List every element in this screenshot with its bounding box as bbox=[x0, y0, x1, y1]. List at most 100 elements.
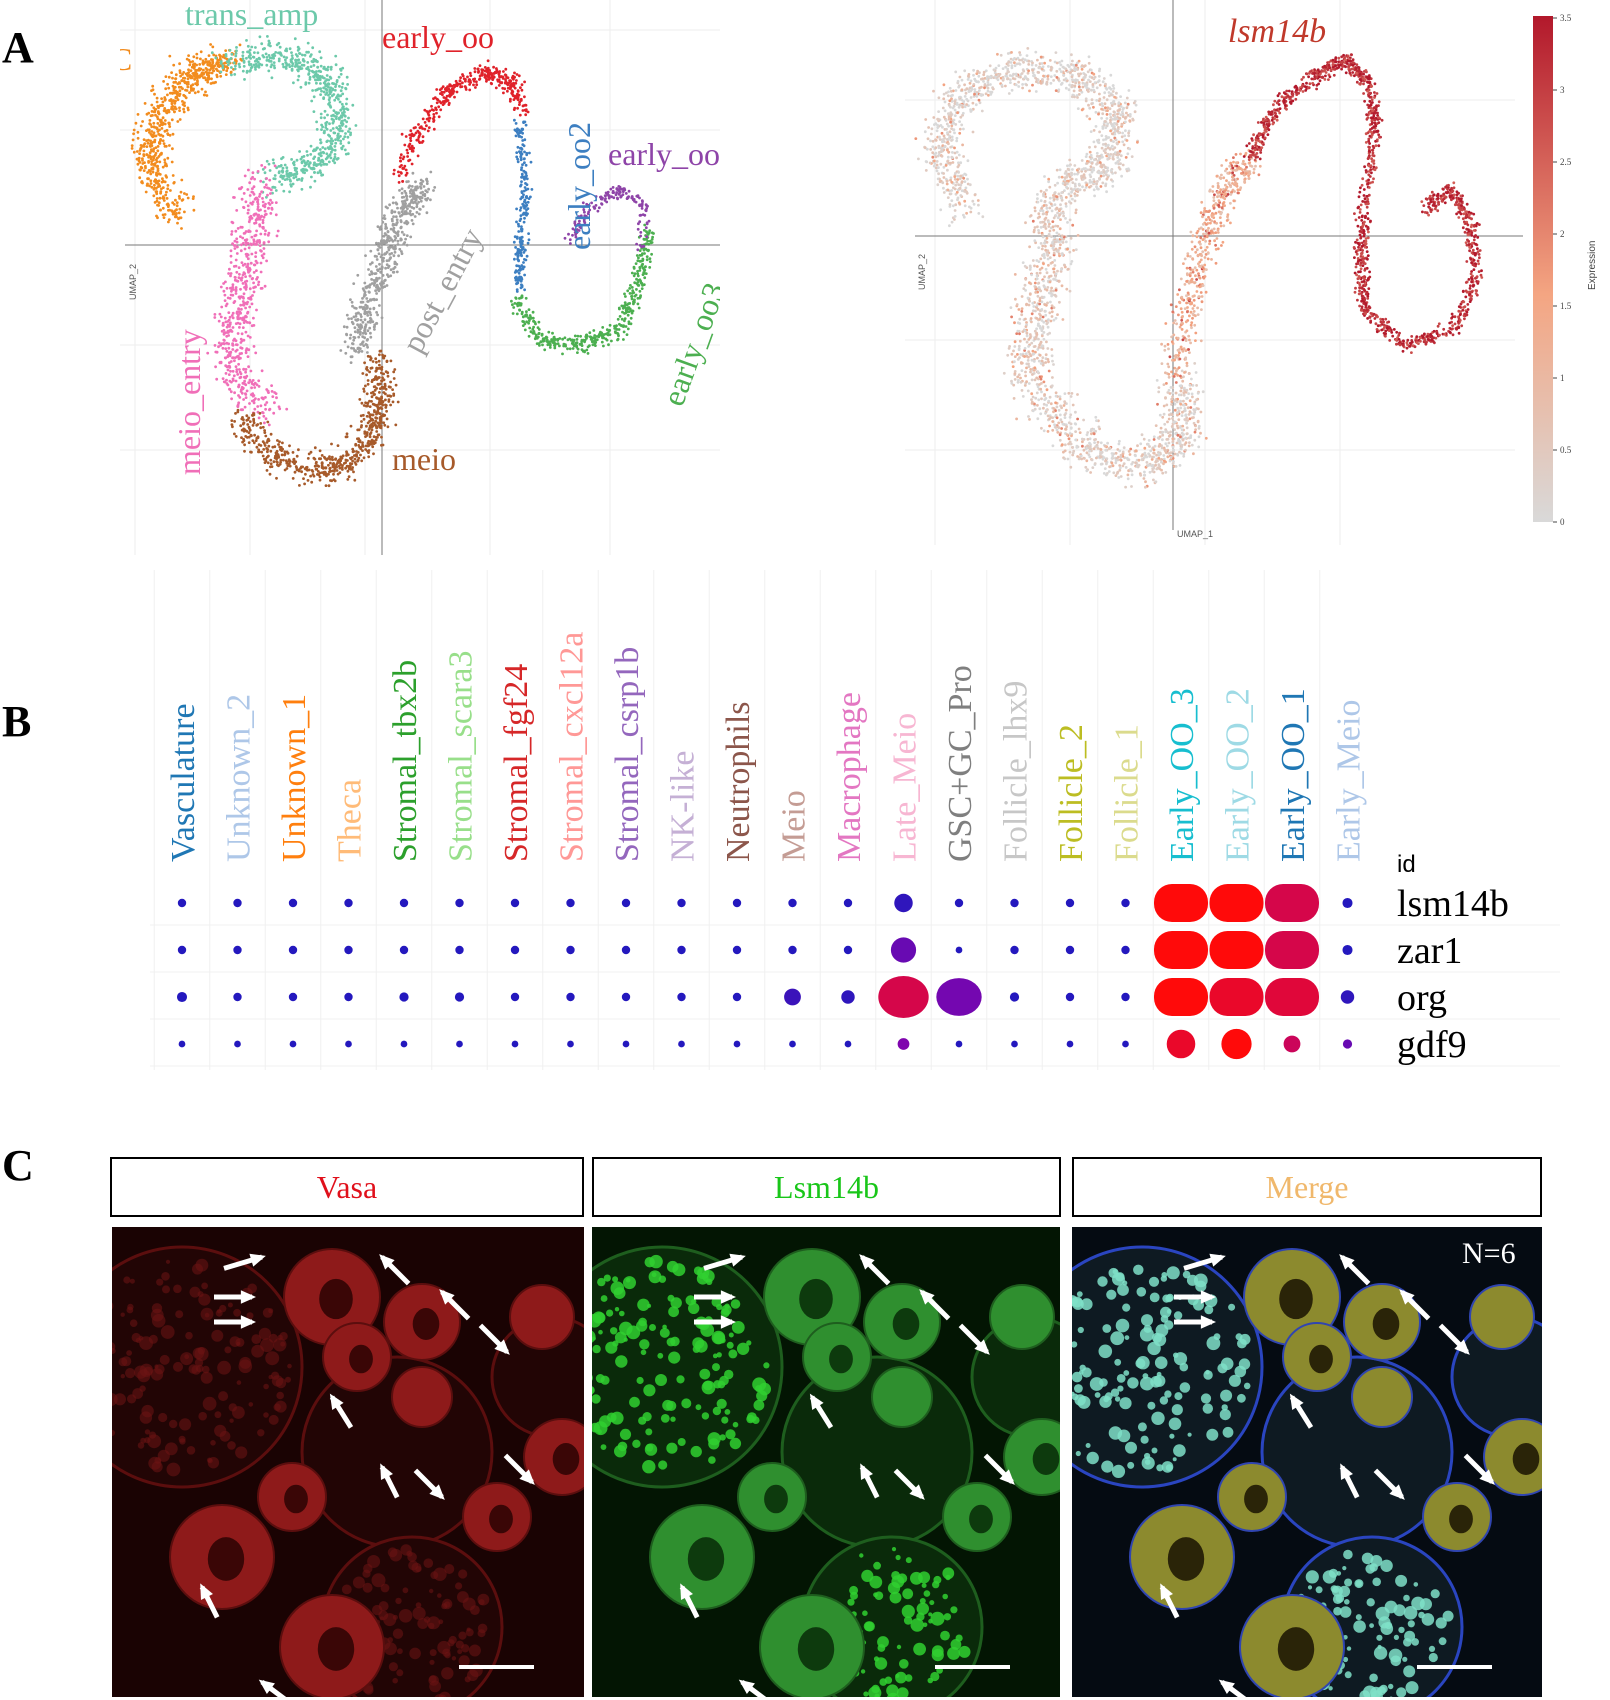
dotplot-dot bbox=[1122, 1040, 1129, 1048]
dotplot-dot bbox=[456, 1040, 463, 1048]
oocyte-nucleus bbox=[1449, 1504, 1473, 1534]
dotplot-dot bbox=[288, 898, 298, 908]
colorbar-tick-label: 0.5 bbox=[1560, 445, 1572, 455]
expression-region-oo bbox=[1242, 53, 1484, 354]
dotplot-column-label: Stromal_tbx2b bbox=[387, 660, 424, 862]
dotplot-dot bbox=[567, 1040, 574, 1048]
arrow-annotations bbox=[1159, 1253, 1495, 1697]
cluster-early-oo4 bbox=[563, 185, 651, 252]
dotplot-dot bbox=[400, 1040, 408, 1048]
dotplot-column-label: Stromal_fgf24 bbox=[498, 664, 535, 862]
dotplot-dot bbox=[677, 898, 686, 908]
dotplot-dot bbox=[843, 945, 853, 955]
cluster-label-early-oo2: early_oo2 bbox=[561, 122, 597, 250]
dotplot-dot bbox=[788, 945, 797, 955]
dotplot-column-labels: Vasculature Unknown_2 Unknown_1 Theca Stroma… bbox=[165, 632, 1368, 862]
dotplot-row-label-lsm14b: lsm14b bbox=[1397, 883, 1509, 925]
dotplot-row-label-org: org bbox=[1397, 977, 1447, 1019]
cluster-label-trans-amp: trans_amp bbox=[185, 0, 318, 32]
cluster-meio-entry bbox=[206, 164, 289, 427]
oocyte bbox=[989, 1284, 1055, 1350]
cluster-early-oo2 bbox=[512, 118, 534, 293]
cluster-label-meio: meio bbox=[392, 441, 456, 477]
dotplot-dot bbox=[233, 898, 242, 908]
dotplot-dot bbox=[566, 945, 575, 955]
dotplot-dot bbox=[894, 893, 913, 913]
dotplot-dot bbox=[1065, 898, 1075, 908]
cluster-early-oo3 bbox=[510, 223, 655, 356]
micro-vasa bbox=[112, 1227, 584, 1697]
dotplot-dot bbox=[289, 1040, 297, 1048]
dotplot-column-label: GSC+GC_Pro bbox=[942, 665, 979, 862]
dotplot-dot bbox=[1209, 931, 1264, 969]
dotplot-dot bbox=[788, 898, 797, 908]
cluster-GSC bbox=[130, 43, 244, 230]
cluster-trans-amp bbox=[210, 35, 358, 199]
dotplot-row-gdf9 bbox=[178, 1028, 1353, 1060]
oocyte bbox=[509, 1284, 575, 1350]
oocyte-nucleus bbox=[207, 1537, 245, 1581]
oocyte-nucleus bbox=[687, 1537, 725, 1581]
dotplot-dot bbox=[878, 976, 929, 1018]
oocyte-nucleus bbox=[799, 1278, 833, 1320]
dotplot-dot bbox=[399, 945, 409, 955]
dotplot-dot bbox=[1154, 978, 1208, 1016]
dotplot-dot bbox=[510, 945, 520, 955]
dotplot-column-label: Follicle_lhx9 bbox=[998, 681, 1035, 862]
oocyte-nucleus bbox=[552, 1443, 580, 1475]
dotplot-dot bbox=[288, 992, 298, 1002]
dotplot-column-label: Early_OO_1 bbox=[1275, 688, 1312, 862]
dotplot-dot bbox=[1265, 978, 1319, 1016]
oocyte-nucleus bbox=[1277, 1627, 1315, 1671]
dotplot-dot bbox=[288, 945, 298, 955]
dotplot-row-org bbox=[176, 976, 1355, 1018]
dotplot: Vasculature Unknown_2 Unknown_1 Theca Stroma… bbox=[150, 570, 1560, 1070]
umap-cluster-labels: GSC trans_amp early_oo early_oo2 early_oo4po… bbox=[120, 0, 720, 477]
dotplot-dot bbox=[566, 992, 575, 1002]
umap-cluster-points bbox=[130, 35, 655, 488]
dotplot-dot bbox=[1011, 1040, 1018, 1048]
dotplot-dot bbox=[936, 978, 982, 1016]
cluster-label-early-oo4: early_oo4 bbox=[608, 136, 720, 172]
dotplot-row-zar1 bbox=[177, 931, 1353, 969]
dotplot-dot bbox=[1209, 884, 1264, 922]
dotplot-dot bbox=[844, 1040, 852, 1048]
dotplot-dot bbox=[621, 898, 631, 908]
oocyte bbox=[871, 1366, 933, 1428]
dotplot-dot bbox=[784, 988, 801, 1006]
cluster-meio bbox=[230, 349, 400, 488]
colorbar-tick-label: 2 bbox=[1560, 229, 1565, 239]
panel-letter-c: C bbox=[2, 1141, 34, 1190]
umap-right-ylabel: UMAP_2 bbox=[917, 254, 927, 290]
header-lsm14b: Lsm14b bbox=[592, 1157, 1061, 1217]
oocyte bbox=[391, 1366, 453, 1428]
dotplot-row-lsm14b bbox=[177, 884, 1353, 922]
dotplot-column-label: Meio bbox=[776, 790, 813, 862]
dotplot-dot bbox=[1209, 978, 1264, 1016]
dotplot-dot bbox=[890, 937, 917, 963]
dotplot-dot bbox=[234, 1040, 241, 1048]
header-vasa: Vasa bbox=[110, 1157, 584, 1217]
dotplot-dot bbox=[789, 1040, 796, 1048]
dotplot-dot bbox=[732, 992, 742, 1002]
dotplot-column-label: Unknown_2 bbox=[221, 694, 258, 862]
dotplot-dot bbox=[1065, 945, 1075, 955]
dotplot-dot bbox=[955, 1040, 963, 1048]
cluster-label-early-oo3: early_oo3 bbox=[655, 278, 720, 411]
dotplot-dot bbox=[677, 945, 686, 955]
dotplot-column-label: Late_Meio bbox=[887, 713, 924, 862]
dotplot-dot bbox=[622, 1040, 630, 1048]
dotplot-dot bbox=[1010, 945, 1019, 955]
dotplot-column-label: Early_OO_2 bbox=[1220, 688, 1257, 862]
scale-bar bbox=[459, 1665, 534, 1669]
micro-lsm14b bbox=[592, 1227, 1060, 1697]
cluster-early-oo bbox=[392, 59, 530, 184]
header-merge: Merge bbox=[1072, 1157, 1542, 1217]
cluster-post-entry bbox=[339, 170, 437, 364]
colorbar-tick-label: 1 bbox=[1560, 373, 1565, 383]
dotplot-column-label: Stromal_csrp1b bbox=[609, 647, 646, 862]
gene-title-lsm14b: lsm14b bbox=[1228, 13, 1326, 50]
dotplot-column-label: Follicle_1 bbox=[1109, 724, 1146, 862]
oocyte-nucleus bbox=[489, 1504, 513, 1534]
oocyte-nucleus bbox=[1512, 1443, 1540, 1475]
